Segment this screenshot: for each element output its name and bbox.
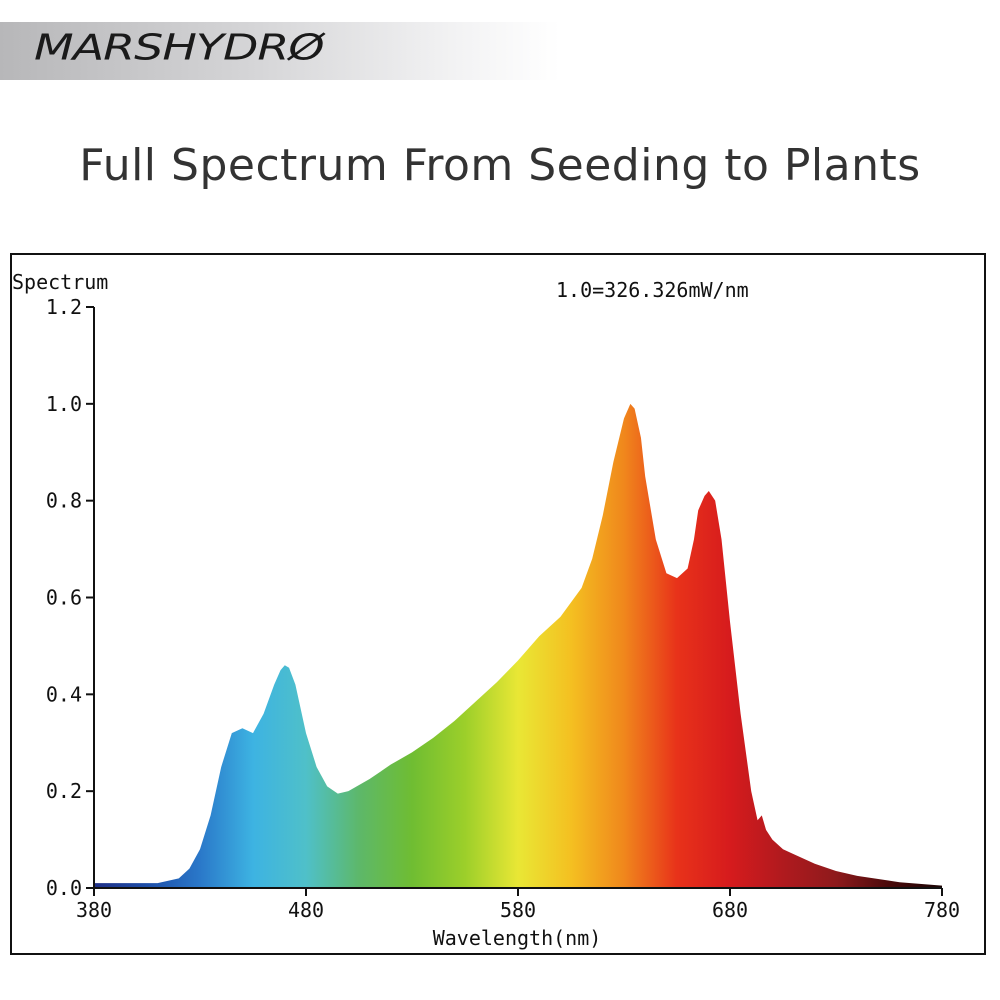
spectrum-area-series (94, 403, 942, 888)
x-tick-label: 380 (76, 898, 112, 922)
spectrum-chart-frame: 0.0 0.2 0.4 0.6 0.8 1.0 1.2 380 480 580 680 780 Spe… (10, 253, 986, 955)
y-tick-label: 0.4 (46, 682, 82, 706)
x-tick-label: 680 (712, 898, 748, 922)
x-tick-label: 480 (288, 898, 324, 922)
x-tick-label: 780 (924, 898, 960, 922)
y-tick-label: 1.0 (46, 392, 82, 416)
brand-banner (0, 22, 560, 80)
y-tick-label: 1.2 (46, 295, 82, 319)
brand-logo: MARSHYDRØ (34, 26, 325, 69)
y-axis-label: Spectrum (12, 270, 108, 294)
spectrum-chart: 0.0 0.2 0.4 0.6 0.8 1.0 1.2 380 480 580 680 780 Spe… (12, 270, 960, 950)
y-tick-label: 0.8 (46, 489, 82, 513)
x-tick-label: 580 (500, 898, 536, 922)
y-tick-label: 0.0 (46, 876, 82, 900)
page-headline: Full Spectrum From Seeding to Plants (79, 140, 921, 191)
y-tick-label: 0.2 (46, 779, 82, 803)
x-axis-label: Wavelength(nm) (433, 926, 602, 950)
chart-annotation: 1.0=326.326mW/nm (556, 278, 749, 302)
y-tick-label: 0.6 (46, 586, 82, 610)
